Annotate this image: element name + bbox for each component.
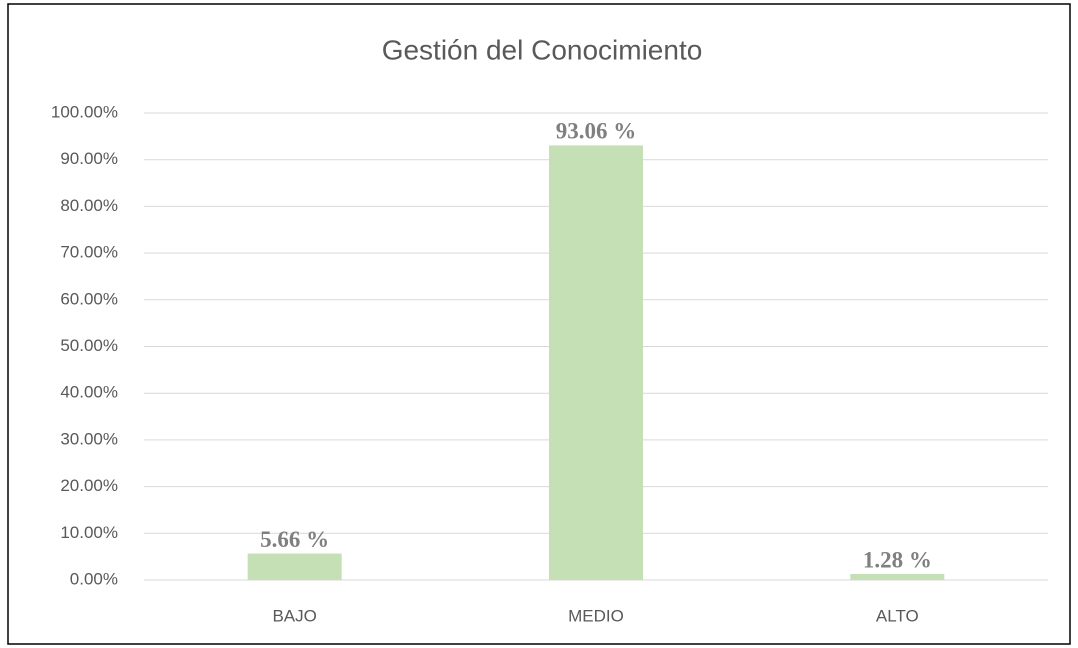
y-tick-label: 20.00% — [60, 476, 118, 495]
y-tick-label: 80.00% — [60, 196, 118, 215]
bar — [247, 553, 342, 580]
y-tick-label: 60.00% — [60, 289, 118, 308]
y-tick-label: 40.00% — [60, 383, 118, 402]
data-label: 5.66 % — [260, 527, 329, 552]
x-tick-label: BAJO — [272, 606, 316, 625]
y-tick-label: 50.00% — [60, 336, 118, 355]
chart-frame — [7, 3, 1071, 645]
y-tick-label: 70.00% — [60, 243, 118, 262]
y-tick-label: 30.00% — [60, 429, 118, 448]
data-label: 93.06 % — [556, 119, 637, 144]
y-tick-label: 100.00% — [51, 102, 118, 121]
y-tick-label: 0.00% — [70, 569, 118, 588]
y-tick-label: 10.00% — [60, 523, 118, 542]
chart-title: Gestión del Conocimiento — [382, 34, 703, 65]
bar — [850, 574, 945, 580]
data-label: 1.28 % — [863, 547, 932, 572]
y-tick-label: 90.00% — [60, 149, 118, 168]
x-tick-label: ALTO — [876, 606, 919, 625]
x-tick-label: MEDIO — [568, 606, 624, 625]
bar — [549, 145, 643, 581]
